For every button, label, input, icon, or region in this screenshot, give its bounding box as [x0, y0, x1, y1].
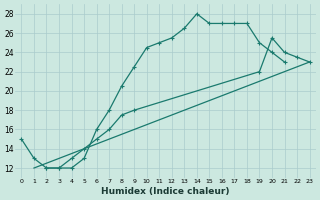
X-axis label: Humidex (Indice chaleur): Humidex (Indice chaleur) — [101, 187, 230, 196]
